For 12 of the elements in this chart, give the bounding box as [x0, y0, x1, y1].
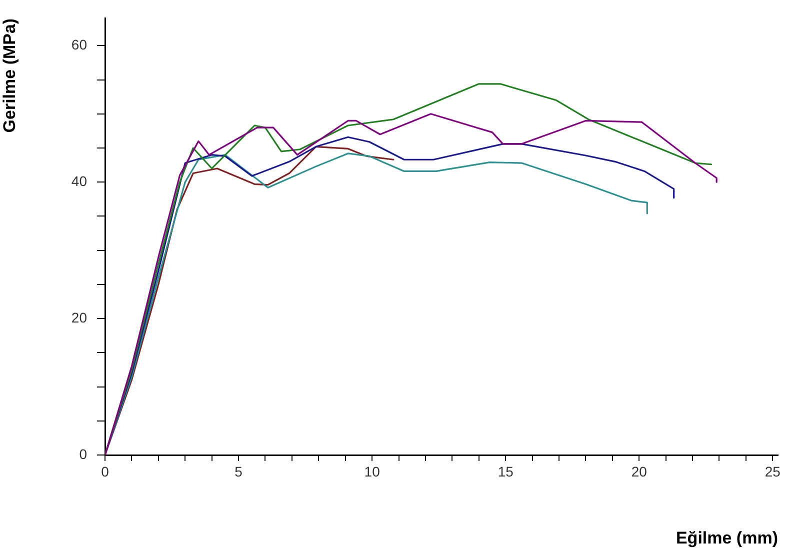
x-tick-label: 10 [364, 463, 380, 480]
y-tick-label: 40 [71, 172, 88, 189]
x-tick-label: 0 [101, 463, 110, 480]
x-axis-title: Eğilme (mm) [676, 528, 778, 548]
y-tick-label: 0 [79, 446, 88, 462]
x-tick-label: 15 [498, 463, 514, 480]
y-tick-label: 60 [71, 36, 88, 53]
x-tick-label: 25 [764, 463, 781, 480]
y-axis-title: Gerilme (MPa) [0, 18, 19, 133]
x-tick-label: 20 [631, 463, 648, 480]
y-tick-label: 20 [71, 309, 88, 326]
x-tick-label: 5 [234, 463, 243, 480]
